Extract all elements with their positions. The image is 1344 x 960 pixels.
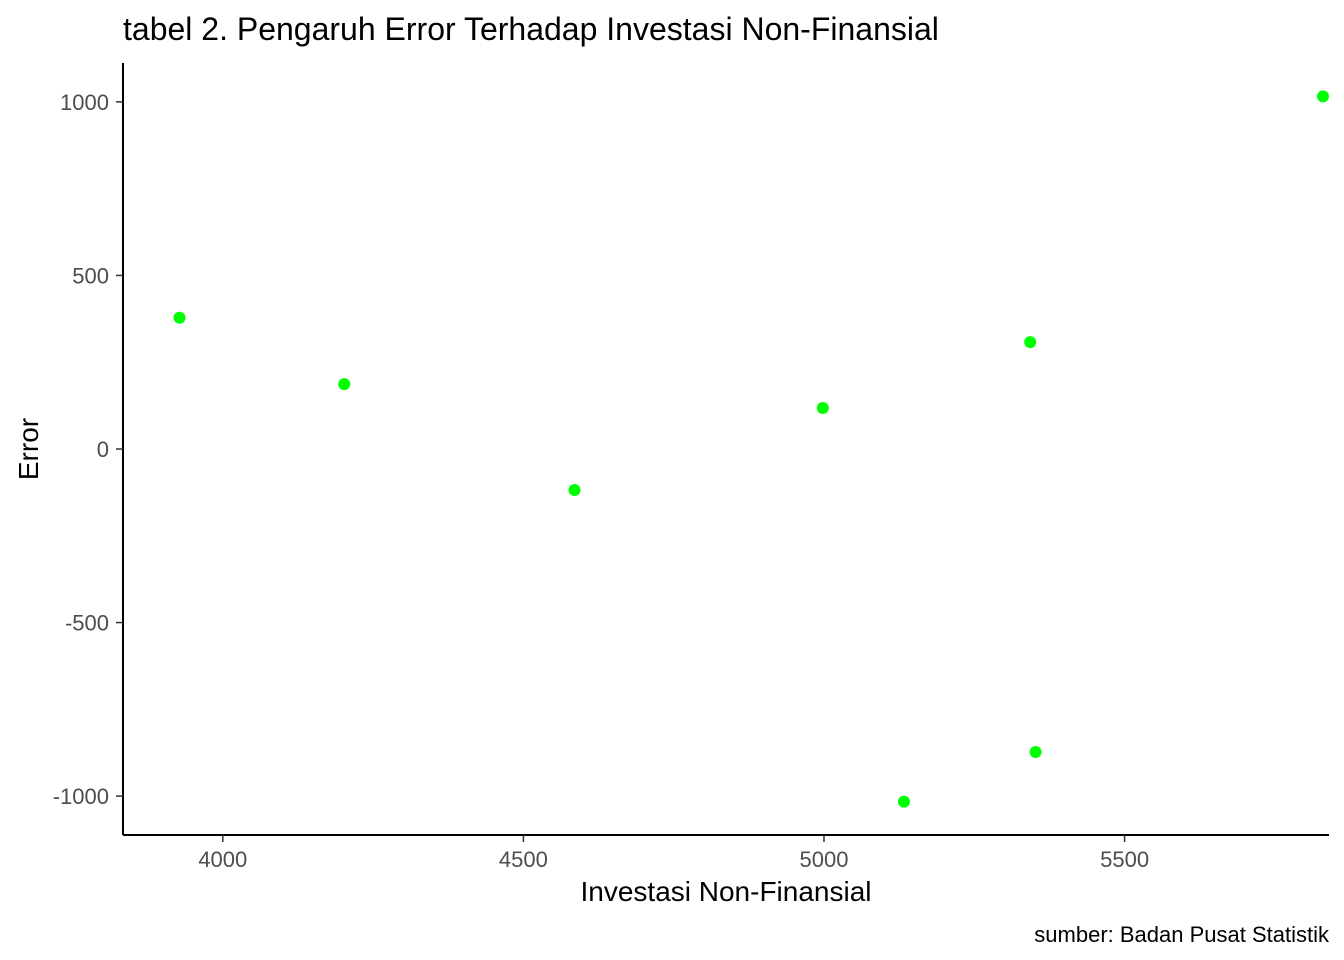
data-point xyxy=(1316,90,1329,103)
data-point xyxy=(1024,336,1037,349)
y-axis-ticks: -1000 -500 0 500 1000 xyxy=(53,90,123,809)
x-tick-label: 5000 xyxy=(800,847,849,872)
x-tick-label: 4500 xyxy=(499,847,548,872)
y-tick-label: -500 xyxy=(65,611,109,636)
data-point xyxy=(816,402,829,415)
y-axis-title: Error xyxy=(13,418,44,480)
y-tick-label: 1000 xyxy=(60,90,109,115)
source-caption: sumber: Badan Pusat Statistik xyxy=(1034,922,1330,947)
x-tick-label: 5500 xyxy=(1100,847,1149,872)
x-axis-ticks: 4000 4500 5000 5500 xyxy=(198,835,1149,872)
y-tick-label: 0 xyxy=(97,437,109,462)
chart-title: tabel 2. Pengaruh Error Terhadap Investa… xyxy=(123,11,939,47)
data-point xyxy=(897,795,910,808)
x-axis-title: Investasi Non-Finansial xyxy=(580,876,871,907)
data-point xyxy=(338,378,351,391)
data-points xyxy=(173,90,1329,808)
y-tick-label: -1000 xyxy=(53,784,109,809)
data-point xyxy=(1029,746,1042,759)
axes xyxy=(122,63,1329,836)
x-tick-label: 4000 xyxy=(198,847,247,872)
data-point xyxy=(173,311,186,324)
y-tick-label: 500 xyxy=(72,263,109,288)
data-point xyxy=(568,483,581,496)
